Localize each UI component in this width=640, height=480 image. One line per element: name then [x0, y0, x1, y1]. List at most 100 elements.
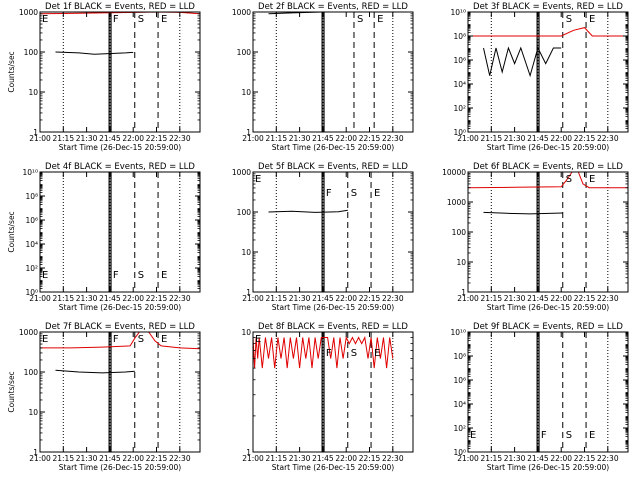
- x-tick-label: 22:00: [335, 294, 357, 303]
- y-tick-label: 1000: [447, 198, 466, 207]
- events-series-line: [268, 209, 348, 213]
- y-tick-label: 1000: [232, 8, 251, 17]
- panel-det-2: Det 2f BLACK = Events, RED = LLD S E 1 10 100…: [232, 2, 414, 152]
- y-tick-label: 1: [461, 288, 466, 297]
- panel-title: Det 2f BLACK = Events, RED = LLD: [258, 2, 408, 12]
- panel-det-3: Det 3f BLACK = Events, RED = LLD S E 10⁰ 10²…: [450, 2, 629, 152]
- x-tick-label: 22:15: [359, 294, 381, 303]
- x-tick-label: 21:00: [29, 454, 51, 463]
- x-axis-label: Start Time (26-Dec-15 20:59:00): [272, 463, 394, 472]
- panel-det-4: Det 4f BLACK = Events, RED = LLD E F S E 10⁰ 1…: [7, 162, 201, 312]
- panel-det-7: Det 7f BLACK = Events, RED = LLD E F S E 1 10 1…: [7, 322, 201, 472]
- y-tick-label: 10⁸: [25, 192, 38, 201]
- y-axis-label: Counts/sec: [7, 371, 16, 412]
- x-tick-label: 21:45: [527, 294, 549, 303]
- marker-f: F: [113, 14, 119, 25]
- x-tick-label: 21:30: [76, 454, 98, 463]
- panel-title: Det 3f BLACK = Events, RED = LLD: [473, 2, 623, 12]
- panel-title: Det 6f BLACK = Events, RED = LLD: [473, 162, 623, 172]
- x-tick-label: 21:30: [504, 294, 526, 303]
- marker-s: S: [566, 430, 572, 441]
- panel-frame: [467, 11, 629, 133]
- x-tick-label: 21:00: [457, 134, 479, 143]
- x-tick-label: 22:15: [359, 454, 381, 463]
- x-tick-label: 21:45: [312, 134, 334, 143]
- x-tick-label: 22:30: [169, 294, 191, 303]
- panel-frame: [467, 171, 629, 293]
- x-axis-label: Start Time (26-Dec-15 20:59:00): [487, 463, 609, 472]
- y-axis-label: Counts/sec: [7, 51, 16, 92]
- x-tick-label: 21:15: [480, 294, 502, 303]
- marker-f: F: [326, 348, 332, 359]
- y-tick-label: 10²: [453, 424, 466, 433]
- x-tick-label: 21:45: [312, 294, 334, 303]
- x-tick-label: 21:15: [52, 454, 74, 463]
- x-tick-label: 22:15: [574, 454, 596, 463]
- y-tick-label: 10: [241, 328, 251, 337]
- panel-frame: [467, 331, 629, 453]
- panel-title: Det 9f BLACK = Events, RED = LLD: [473, 322, 623, 332]
- marker-s: S: [351, 188, 357, 199]
- panel-frame: [39, 11, 201, 133]
- x-tick-label: 22:15: [574, 134, 596, 143]
- y-tick-label: 1000: [19, 328, 38, 337]
- x-tick-label: 21:45: [99, 454, 121, 463]
- y-tick-label: 10000: [442, 168, 466, 177]
- x-tick-label: 21:15: [265, 294, 287, 303]
- x-tick-label: 22:30: [169, 134, 191, 143]
- marker-f: F: [113, 334, 119, 345]
- x-tick-label: 22:00: [122, 134, 144, 143]
- x-tick-label: 22:30: [597, 134, 619, 143]
- panel-title: Det 7f BLACK = Events, RED = LLD: [45, 322, 195, 332]
- x-axis-label: Start Time (26-Dec-15 20:59:00): [487, 143, 609, 152]
- x-axis-label: Start Time (26-Dec-15 20:59:00): [59, 143, 181, 152]
- marker-e2: E: [161, 334, 167, 345]
- x-tick-label: 21:30: [289, 134, 311, 143]
- x-tick-label: 21:15: [480, 134, 502, 143]
- panel-title: Det 8f BLACK = Events, RED = LLD: [258, 322, 408, 332]
- x-tick-label: 22:00: [550, 454, 572, 463]
- y-tick-label: 1: [246, 128, 251, 137]
- marker-s: S: [566, 14, 572, 25]
- x-tick-label: 21:30: [289, 454, 311, 463]
- x-tick-label: 21:00: [29, 294, 51, 303]
- marker-e2: E: [589, 430, 595, 441]
- x-tick-label: 22:00: [335, 134, 357, 143]
- panel-det-8: Det 8f BLACK = Events, RED = LLD E F S E 1 10 2…: [241, 322, 414, 472]
- x-tick-label: 21:45: [99, 294, 121, 303]
- y-tick-label: 100: [237, 208, 252, 217]
- y-tick-label: 100: [24, 368, 39, 377]
- x-tick-label: 21:45: [312, 454, 334, 463]
- x-tick-label: 21:30: [289, 294, 311, 303]
- panel-title: Det 1f BLACK = Events, RED = LLD: [45, 2, 195, 12]
- x-tick-label: 21:15: [265, 454, 287, 463]
- x-axis-label: Start Time (26-Dec-15 20:59:00): [59, 303, 181, 312]
- x-tick-label: 22:30: [169, 454, 191, 463]
- y-tick-label: 10: [241, 248, 251, 257]
- y-tick-label: 10⁶: [453, 376, 466, 385]
- events-series-line: [483, 46, 562, 78]
- marker-e: E: [589, 174, 595, 185]
- x-tick-label: 22:15: [146, 454, 168, 463]
- y-tick-label: 10¹⁰: [22, 168, 38, 177]
- panel-frame: [252, 331, 414, 453]
- marker-f: F: [326, 188, 332, 199]
- marker-s: S: [138, 14, 144, 25]
- marker-e2: E: [374, 348, 380, 359]
- marker-e2: E: [161, 14, 167, 25]
- y-tick-label: 10⁴: [453, 400, 466, 409]
- marker-e: E: [255, 334, 261, 345]
- marker-s: S: [566, 174, 572, 185]
- x-tick-label: 21:45: [99, 134, 121, 143]
- x-tick-label: 22:30: [597, 294, 619, 303]
- y-tick-label: 10⁰: [25, 288, 38, 297]
- marker-e2: E: [374, 188, 380, 199]
- y-tick-label: 10⁶: [453, 56, 466, 65]
- marker-e: E: [42, 270, 48, 281]
- x-tick-label: 21:45: [527, 134, 549, 143]
- panel-frame: [252, 171, 414, 293]
- y-tick-label: 10: [456, 258, 466, 267]
- y-tick-label: 10⁰: [453, 128, 466, 137]
- panel-det-5: Det 5f BLACK = Events, RED = LLD E F S E 1 10 1…: [232, 162, 414, 312]
- panel-frame: [252, 11, 414, 133]
